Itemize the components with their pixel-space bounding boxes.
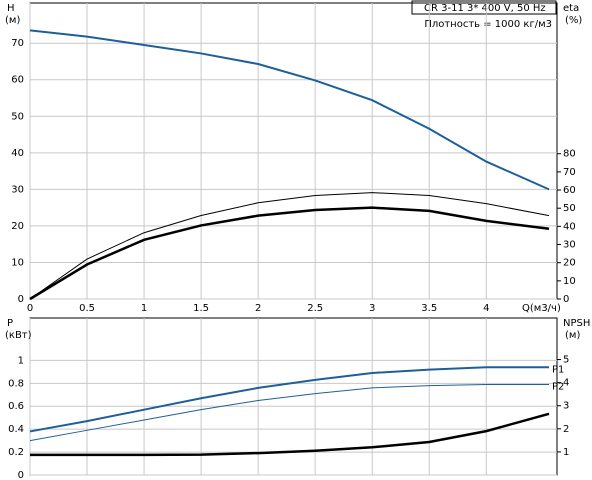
y2-tick-label: 70 (563, 167, 576, 178)
x-tick-label: 3.5 (421, 303, 437, 314)
x-tick-label: 1.5 (193, 303, 209, 314)
x-tick-label: 1 (141, 303, 147, 314)
series-line (29, 206, 550, 301)
y-tick-label: 50 (11, 111, 24, 122)
y-tick-label: 10 (11, 257, 24, 268)
x-tick-label: 0 (27, 303, 33, 314)
series-line (29, 383, 550, 442)
y2-axis-unit: (м) (565, 330, 580, 341)
y2-tick-label: 4 (563, 378, 569, 389)
x-tick-label: 2.5 (307, 303, 323, 314)
y2-tick-label: 5 (563, 355, 569, 366)
y2-tick-label: 40 (563, 221, 576, 232)
y-axis-label: P (7, 318, 13, 329)
y-tick-label: 60 (11, 75, 24, 86)
y-axis-unit: (м) (5, 15, 20, 26)
y-tick-label: 0.8 (8, 378, 24, 389)
y-tick-label: 20 (11, 221, 24, 232)
y-axis-unit: (кВт) (5, 330, 32, 341)
y2-tick-label: 30 (563, 240, 576, 251)
x-tick-label: 3 (369, 303, 375, 314)
y2-tick-label: 0 (563, 294, 569, 305)
series-line (29, 29, 550, 191)
y-tick-label: 0 (18, 294, 24, 305)
y-tick-label: 0.2 (8, 447, 24, 458)
y-tick-label: 0 (18, 470, 24, 480)
y2-axis-unit: (%) (565, 15, 582, 26)
y-tick-label: 1 (18, 355, 24, 366)
info-box (411, 0, 557, 15)
y-tick-label: 30 (11, 184, 24, 195)
series-label: P2 (552, 381, 564, 392)
x-tick-label: 2 (255, 303, 261, 314)
y2-tick-label: 50 (563, 203, 576, 214)
y-tick-label: 70 (11, 38, 24, 49)
y-tick-label: 0.4 (8, 424, 24, 435)
series-line (29, 192, 550, 300)
x-axis-label: Q(м3/ч) (522, 303, 561, 314)
y2-tick-label: 20 (563, 258, 576, 269)
y2-tick-label: 2 (563, 424, 569, 435)
y-axis-label: H (7, 3, 15, 14)
y-tick-label: 40 (11, 148, 24, 159)
x-tick-label: 0.5 (79, 303, 95, 314)
y2-tick-label: 3 (563, 401, 569, 412)
y2-tick-label: 1 (563, 447, 569, 458)
density-label: Плотность = 1000 кг/м3 (424, 19, 552, 30)
y-tick-label: 0.6 (8, 401, 24, 412)
series-line (30, 412, 550, 457)
series-label: P1 (552, 364, 564, 375)
model-label: CR 3-11 3* 400 V, 50 Hz (424, 3, 546, 14)
y2-tick-label: 80 (563, 149, 576, 160)
series-line (29, 366, 550, 433)
y2-axis-label: eta (563, 3, 579, 14)
x-tick-label: 4 (483, 303, 489, 314)
y2-tick-label: 10 (563, 276, 576, 287)
y2-tick-label: 60 (563, 185, 576, 196)
y2-axis-label: NPSH (563, 318, 590, 329)
